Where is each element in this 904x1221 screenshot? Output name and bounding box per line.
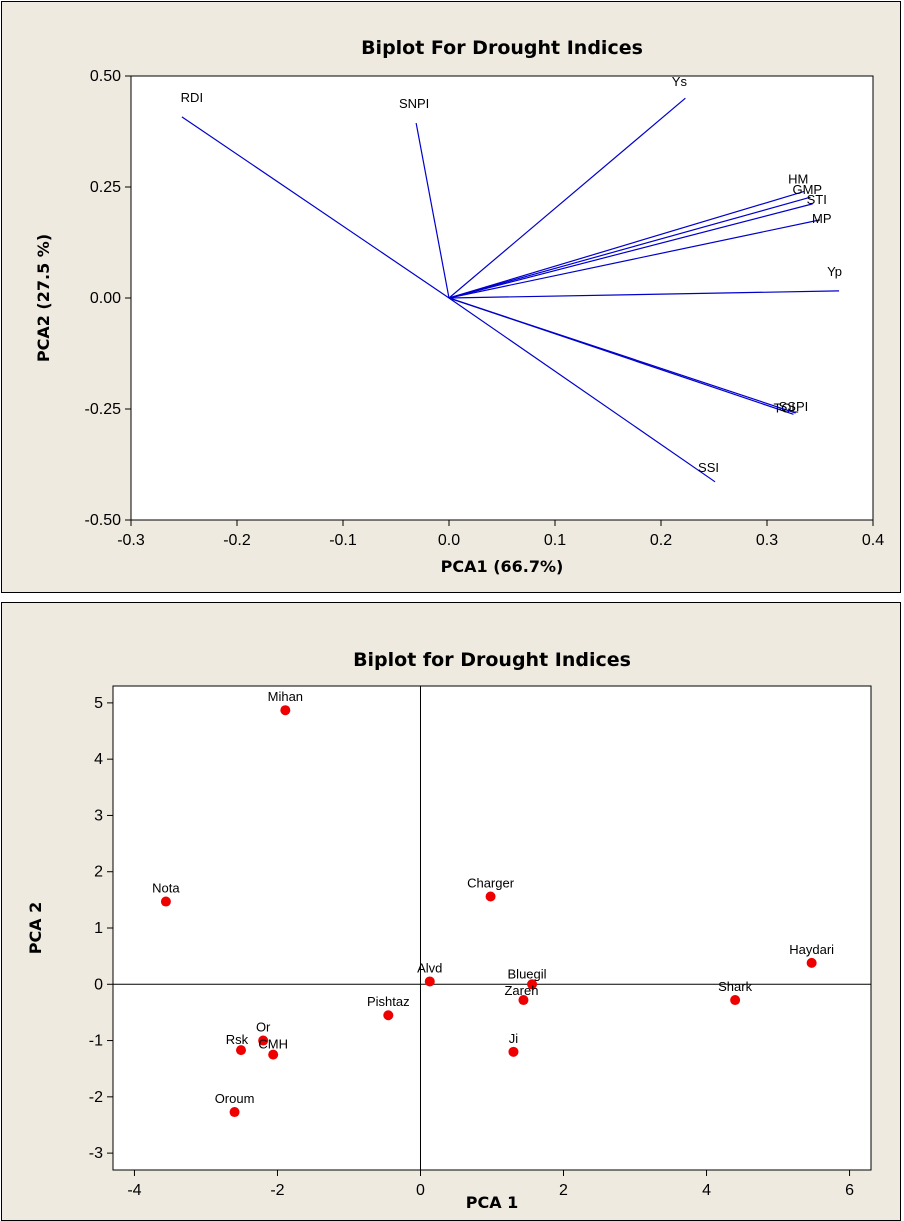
vector-label: SSPI [779,399,809,414]
x-tick-label: -0.3 [117,532,145,549]
vector-label: SSI [698,460,719,475]
point-label: Mihan [268,689,303,704]
score-point [508,1046,519,1057]
x-tick-label: 0 [416,1182,425,1199]
loading-vector [448,297,796,414]
x-tick-label: -2 [270,1182,284,1199]
score-point [806,957,817,968]
point-label: Rsk [226,1032,249,1047]
y-tick-label: 0.50 [90,68,121,85]
x-tick-label: 0.2 [650,532,672,549]
score-plot-svg: Biplot for Drought Indices -4 -2 0 2 4 6 -3 -2 -1… [26,649,872,1212]
point-label: Haydari [789,942,834,957]
y-tick-label: 5 [94,695,103,712]
score-point [383,1010,394,1021]
point-label: Zareh [504,983,538,998]
chart-title: Biplot For Drought Indices [361,37,643,59]
score-point [236,1045,247,1056]
loading-vector [448,290,840,299]
vector-label: GMP [792,182,822,197]
point-label: Bluegil [508,966,547,981]
y-tick-label: 4 [94,751,103,768]
loading-plot-svg: Biplot For Drought Indices -0.3 -0.2 -0.1 0.… [34,37,884,576]
point-label: Or [256,1020,271,1035]
vector-label: MP [812,211,832,226]
vector-label: Ys [672,74,688,89]
chart-title: Biplot for Drought Indices [353,649,631,671]
x-tick-label: -4 [127,1182,141,1199]
y-tick-label: 0 [94,976,103,993]
loading-vector [181,116,450,299]
y-tick-label: 0.25 [90,179,121,196]
x-tick-label: -0.1 [329,532,357,549]
loading-vector [448,219,821,299]
y-tick-label: 1 [94,920,103,937]
score-point [229,1107,240,1118]
score-point [730,995,741,1006]
point-label: CMH [258,1037,288,1052]
loading-vector [415,122,450,299]
vector-label: RDI [181,90,203,105]
y-axis-label: PCA2 (27.5 %) [34,234,53,362]
loading-plot-panel: Biplot For Drought Indices -0.3 -0.2 -0.1 0.… [1,1,901,593]
score-point [518,995,529,1006]
y-tick-label: -3 [89,1145,103,1162]
loading-vector [448,196,811,299]
point-label: Nota [152,881,180,896]
score-point [485,891,496,902]
loading-vector [448,190,805,299]
y-tick-label: -0.25 [85,401,122,418]
x-tick-label: -0.2 [223,532,251,549]
y-tick-label: -0.50 [85,512,122,529]
point-label: Ji [509,1031,519,1046]
vector-label: STI [807,192,827,207]
vector-label: HM [788,171,808,186]
score-point [424,976,435,987]
score-point [527,979,538,990]
point-label: Shark [718,979,752,994]
y-axis-label: PCA 2 [26,902,45,955]
x-tick-label: 0.3 [756,532,778,549]
plot-area [130,75,874,521]
point-label: Oroum [215,1091,255,1106]
plot-area [112,685,872,1171]
x-axis-label: PCA 1 [466,1193,519,1212]
x-tick-label: 0.1 [544,532,566,549]
score-point [280,705,291,716]
point-label: Alvd [417,960,442,975]
x-axis-label: PCA1 (66.7%) [441,557,564,576]
point-label: Pishtaz [367,994,410,1009]
x-tick-label: 2 [559,1182,568,1199]
x-tick-label: 0.0 [438,532,460,549]
score-point [258,1035,269,1046]
x-tick-label: 0.4 [862,532,884,549]
point-label: Charger [467,875,515,890]
score-point [268,1049,279,1060]
y-tick-label: 0.00 [90,290,121,307]
loading-vector [448,297,716,483]
y-tick-label: 3 [94,807,103,824]
vector-label: SNPI [399,96,429,111]
y-tick-label: -1 [89,1033,103,1050]
loading-vector [448,203,813,299]
y-tick-label: 2 [94,864,103,881]
x-tick-label: 6 [845,1182,854,1199]
vector-label: Yp [827,264,842,279]
score-plot-panel: Biplot for Drought Indices -4 -2 0 2 4 6 -3 -2 -1… [1,602,901,1221]
x-tick-label: 4 [702,1182,711,1199]
loading-vector [448,97,686,299]
y-tick-label: -2 [89,1089,103,1106]
score-point [160,896,171,907]
